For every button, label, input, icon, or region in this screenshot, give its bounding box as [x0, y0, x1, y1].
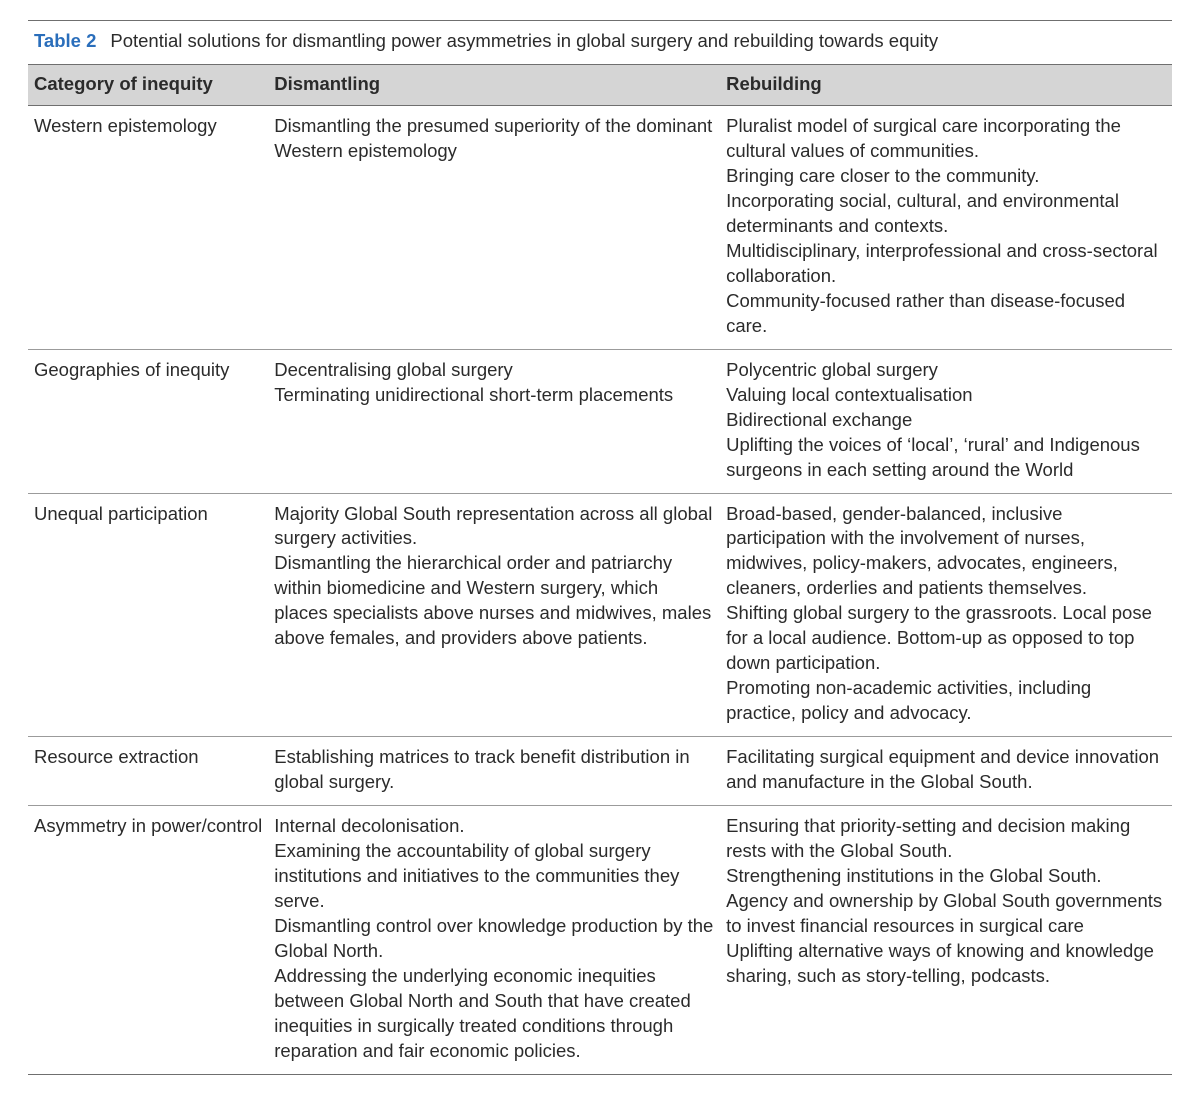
table-row: Asymmetry in power/controlInternal decol…: [28, 806, 1172, 1075]
table-row: Resource extractionEstablishing matrices…: [28, 737, 1172, 806]
cell-line: Dismantling the hierarchical order and p…: [274, 551, 714, 651]
cell-category: Resource extraction: [28, 737, 268, 806]
cell-dismantling: Dismantling the presumed superiority of …: [268, 105, 720, 349]
table-body: Western epistemologyDismantling the pres…: [28, 105, 1172, 1074]
equity-table: Category of inequity Dismantling Rebuild…: [28, 64, 1172, 1075]
cell-line: Examining the accountability of global s…: [274, 839, 714, 914]
table-row: Geographies of inequityDecentralising gl…: [28, 349, 1172, 493]
cell-line: Internal decolonisation.: [274, 814, 714, 839]
cell-line: Community-focused rather than disease-fo…: [726, 289, 1166, 339]
table-row: Western epistemologyDismantling the pres…: [28, 105, 1172, 349]
cell-category: Geographies of inequity: [28, 349, 268, 493]
cell-line: Multidisciplinary, interprofessional and…: [726, 239, 1166, 289]
cell-line: Shifting global surgery to the grassroot…: [726, 601, 1166, 676]
cell-line: Addressing the underlying economic inequ…: [274, 964, 714, 1064]
col-header-category: Category of inequity: [28, 64, 268, 105]
table-title: Potential solutions for dismantling powe…: [110, 30, 938, 51]
cell-line: Strengthening institutions in the Global…: [726, 864, 1166, 889]
cell-rebuilding: Polycentric global surgeryValuing local …: [720, 349, 1172, 493]
cell-line: Valuing local contextualisation: [726, 383, 1166, 408]
cell-line: Promoting non-academic activities, inclu…: [726, 676, 1166, 726]
cell-line: Bringing care closer to the community.: [726, 164, 1166, 189]
cell-line: Facilitating surgical equipment and devi…: [726, 745, 1166, 795]
col-header-dismantling: Dismantling: [268, 64, 720, 105]
cell-line: Terminating unidirectional short-term pl…: [274, 383, 714, 408]
cell-line: Majority Global South representation acr…: [274, 502, 714, 552]
cell-line: Dismantling the presumed superiority of …: [274, 114, 714, 164]
table-number: Table 2: [34, 30, 110, 51]
cell-category: Asymmetry in power/control: [28, 806, 268, 1075]
cell-line: Establishing matrices to track benefit d…: [274, 745, 714, 795]
table-row: Unequal participationMajority Global Sou…: [28, 493, 1172, 737]
cell-category: Western epistemology: [28, 105, 268, 349]
cell-dismantling: Internal decolonisation.Examining the ac…: [268, 806, 720, 1075]
table-caption: Table 2Potential solutions for dismantli…: [28, 21, 1172, 64]
cell-line: Broad-based, gender-balanced, inclusive …: [726, 502, 1166, 602]
cell-rebuilding: Pluralist model of surgical care incorpo…: [720, 105, 1172, 349]
cell-line: Uplifting the voices of ‘local’, ‘rural’…: [726, 433, 1166, 483]
cell-dismantling: Majority Global South representation acr…: [268, 493, 720, 737]
cell-line: Polycentric global surgery: [726, 358, 1166, 383]
cell-line: Uplifting alternative ways of knowing an…: [726, 939, 1166, 989]
cell-rebuilding: Broad-based, gender-balanced, inclusive …: [720, 493, 1172, 737]
col-header-rebuilding: Rebuilding: [720, 64, 1172, 105]
table-header-row: Category of inequity Dismantling Rebuild…: [28, 64, 1172, 105]
cell-line: Ensuring that priority-setting and decis…: [726, 814, 1166, 864]
cell-rebuilding: Ensuring that priority-setting and decis…: [720, 806, 1172, 1075]
cell-rebuilding: Facilitating surgical equipment and devi…: [720, 737, 1172, 806]
cell-line: Incorporating social, cultural, and envi…: [726, 189, 1166, 239]
cell-line: Decentralising global surgery: [274, 358, 714, 383]
cell-line: Bidirectional exchange: [726, 408, 1166, 433]
cell-dismantling: Establishing matrices to track benefit d…: [268, 737, 720, 806]
cell-line: Pluralist model of surgical care incorpo…: [726, 114, 1166, 164]
cell-line: Agency and ownership by Global South gov…: [726, 889, 1166, 939]
cell-line: Dismantling control over knowledge produ…: [274, 914, 714, 964]
cell-dismantling: Decentralising global surgeryTerminating…: [268, 349, 720, 493]
table-container: Table 2Potential solutions for dismantli…: [28, 20, 1172, 1075]
cell-category: Unequal participation: [28, 493, 268, 737]
